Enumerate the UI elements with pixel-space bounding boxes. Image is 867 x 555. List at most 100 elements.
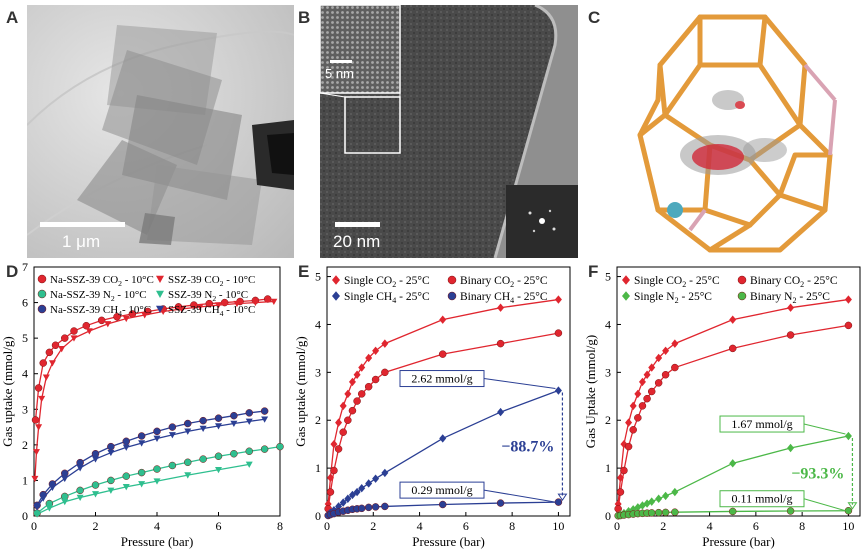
chart-d-xtick-label: 2 [93,519,99,533]
chart-e-series-1-point [554,329,563,337]
chart-d-series-1-point [32,449,40,456]
chart-e-legend-marker [332,275,340,285]
chart-d-series-1-point [122,315,130,323]
chart-d: 0 2 4 6 8 0 1 2 3 4 5 6 7 Pressure (bar) Gas uptake (m… [0,260,284,549]
chart-e-series-2-point [554,386,562,395]
chart-e-series-0-point [348,377,356,387]
panel-a-scale-bar [40,222,125,227]
chart-d-series-3-point [61,498,69,506]
chart-d-series-4-point [260,407,269,415]
chart-d-series-1-point [85,328,93,335]
panel-b-inset-scale-label: 5 nm [325,66,354,81]
chart-e-series-2-point [365,479,373,488]
chart-f-ytick-label: 4 [605,317,611,331]
chart-d-series-2-point [168,461,177,470]
panel-a-scale-label: 1 μm [62,232,101,251]
chart-e-series-1-point [330,466,338,475]
chart-e-series-3-point [438,500,447,509]
chart-f-series-1-point [671,363,679,372]
chart-f-ytick-label: 0 [605,509,611,523]
chart-e-series-1-point [353,397,361,405]
chart-d-series-2-point [276,442,284,451]
chart-f-series-0-point [662,346,670,355]
chart-d-series-4-point [91,450,100,458]
chart-e-series-3-point [496,499,505,507]
chart-e-xtick-label: 10 [552,519,564,533]
chart-d-series-1-point [104,321,112,328]
chart-f-series-3-point [661,508,670,517]
chart-e-series-0-point [330,439,338,449]
chart-e-ytick-label: 5 [315,270,321,284]
chart-f-series-0-point [638,377,646,387]
chart-d-series-3-point [45,505,53,512]
chart-d-series-1-point [48,360,56,367]
chart-f-series-1-point [661,370,670,379]
chart-e-series-1-point [326,488,335,496]
chart-d-ytick-label: 4 [22,367,28,381]
chart-f-lower-callout-leader [803,498,846,512]
chart-e-series-2-point [353,487,361,497]
chart-f-xtick-label: 6 [753,519,759,533]
chart-f-ytick-label: 1 [605,461,611,475]
chart-f-series-0-point [671,339,679,348]
chart-f-lower-callout-text: 0.11 mmol/g [732,492,793,506]
chart-d-series-3-point [122,484,130,491]
chart-e-series-0-point [339,401,347,411]
chart-e-series-0-point [326,473,334,482]
chart-d-series-5-point [168,432,176,439]
chart-d-series-0-point [82,321,91,330]
chart-e-legend-label: Single CH4 - 25°C [344,291,430,305]
chart-e-series-1-point [339,428,347,436]
chart-d-series-1-point [42,374,50,381]
chart-f-series-0-point [620,439,628,449]
chart-d-series-0-point [97,316,106,325]
chart-d-series-5-point [261,416,269,423]
chart-e-xtick-label: 0 [324,519,330,533]
chart-f-legend-label: Binary N2 - 25°C [750,291,830,305]
chart-f-legend-marker [737,291,747,301]
chart-f-series-1-point [643,394,651,403]
chart-d-series-4-point [61,469,69,478]
chart-f-series-0-point [729,315,737,324]
chart-f-upper-callout-leader [803,423,846,435]
chart-e-legend-marker [447,275,457,285]
chart-d-series-5-point [215,423,222,430]
panel-c-cage-model [600,5,862,258]
chart-f-series-0-point [634,389,642,399]
chart-d-letter: D [6,262,19,281]
chart-f-series-3-point [647,509,656,517]
chart-f-ylabel: Gas Uptake (mmol/g) [583,335,598,448]
chart-e-series-2-point [344,494,352,503]
chart-d-series-5-point [92,456,99,463]
chart-e-series-0-point [353,370,361,379]
chart-e-legend-label: Binary CH4 - 25°C [460,291,548,305]
chart-e-series-0-point [381,339,389,348]
chart-d-xlabel: Pressure (bar) [121,534,194,549]
chart-d-legend-marker [37,304,47,314]
chart-e-series-3-point [357,504,366,513]
chart-e-series-1-point [334,445,343,453]
chart-e-upper-callout-text: 2.62 mmol/g [411,372,472,386]
chart-f-xtick-label: 2 [660,519,666,533]
chart-f-series-1-point [620,466,628,475]
chart-f-legend-label: Binary CO2 - 25°C [750,275,838,289]
chart-e-legend-label: Binary CO2 - 25°C [460,275,548,289]
chart-f-series-2-point [655,494,663,503]
chart-e-plot-frame [326,266,571,517]
chart-f-upper-callout-text: 1.67 mmol/g [731,417,792,431]
chart-d-series-2-point [214,452,223,460]
chart-e-series-1-point [364,382,373,391]
chart-f-legend-marker [622,275,630,285]
chart-d-series-2-point [61,492,69,501]
chart-f-series-2-point [638,501,646,510]
chart-e-xtick-label: 8 [509,519,515,533]
chart-e-series-2-point [439,434,447,443]
chart-d-series-0-point [113,313,121,321]
chart-d-xtick-label: 8 [277,519,283,533]
chart-f-series-1-point [728,344,737,353]
chart-e-series-3-point [381,502,389,511]
chart-e-drop-arrowhead [557,493,568,502]
chart-e-legend-marker [332,291,340,301]
chart-e-legend-marker [447,291,457,301]
chart-d-series-2-point [153,465,161,473]
